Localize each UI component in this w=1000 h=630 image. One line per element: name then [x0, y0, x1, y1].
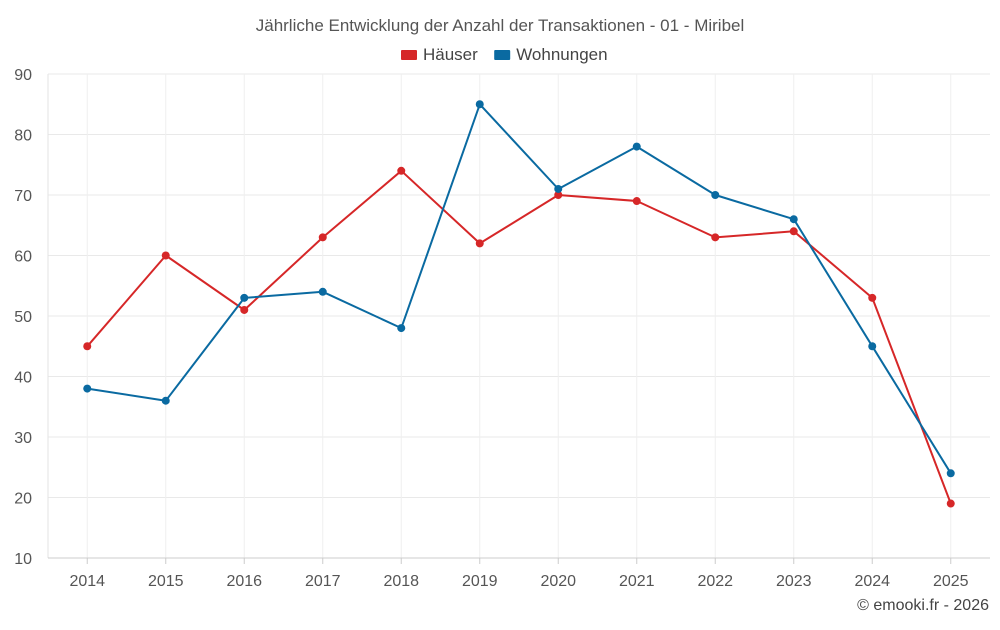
x-tick-label: 2023	[776, 573, 812, 590]
chart-credit: © emooki.fr - 2026	[857, 597, 989, 614]
y-tick-label: 30	[14, 430, 32, 447]
data-point[interactable]	[318, 287, 327, 296]
data-point[interactable]	[946, 469, 955, 478]
x-tick-label: 2018	[383, 573, 419, 590]
data-point[interactable]	[711, 191, 720, 199]
data-point[interactable]	[240, 293, 249, 302]
data-point[interactable]	[946, 499, 955, 508]
series-layer	[83, 100, 955, 508]
y-tick-label: 80	[14, 128, 32, 145]
x-tick-label: 2017	[305, 573, 341, 590]
legend-label: Wohnungen	[516, 45, 607, 64]
x-tick-label: 2025	[933, 573, 969, 590]
data-point[interactable]	[397, 166, 406, 175]
data-point[interactable]	[711, 233, 720, 242]
legend-swatch	[401, 50, 417, 60]
legend: Häuser Wohnungen	[401, 45, 608, 64]
series-line-1	[87, 103, 952, 474]
data-point[interactable]	[161, 251, 170, 260]
y-tick-label: 60	[14, 249, 32, 266]
y-tick-label: 20	[14, 491, 32, 508]
data-point[interactable]	[632, 197, 641, 206]
y-tick-label: 10	[14, 551, 32, 568]
x-tick-label: 2019	[462, 573, 498, 590]
legend-item-0[interactable]: Häuser	[401, 45, 478, 64]
grid-lines	[48, 73, 990, 558]
data-point[interactable]	[789, 227, 798, 236]
data-point[interactable]	[83, 384, 92, 393]
x-tick-label: 2020	[540, 573, 576, 590]
data-point[interactable]	[475, 239, 484, 248]
data-point[interactable]	[83, 342, 92, 351]
legend-swatch	[494, 50, 511, 60]
x-tick-label: 2014	[69, 573, 105, 590]
data-point[interactable]	[397, 324, 406, 333]
data-point[interactable]	[554, 184, 563, 193]
data-point[interactable]	[868, 293, 877, 302]
x-tick-label: 2021	[619, 573, 655, 590]
x-tick-label: 2015	[148, 573, 184, 590]
x-tick-label: 2022	[697, 573, 733, 590]
data-point[interactable]	[161, 396, 170, 405]
y-tick-label: 50	[14, 309, 32, 326]
data-point[interactable]	[868, 342, 877, 351]
axes: 10 20 30 40 50 60 70 80 90 2014 2015 2016 2017 2018 20…	[14, 67, 990, 590]
legend-label: Häuser	[423, 45, 478, 64]
series-line-0	[86, 169, 952, 504]
data-point[interactable]	[240, 305, 249, 314]
data-point[interactable]	[318, 233, 327, 242]
data-point[interactable]	[475, 100, 484, 109]
chart-title: Jährliche Entwicklung der Anzahl der Tra…	[256, 16, 745, 35]
data-point[interactable]	[632, 142, 641, 151]
y-tick-label: 70	[14, 188, 32, 205]
x-tick-label: 2016	[226, 573, 262, 590]
y-tick-label: 40	[14, 370, 32, 387]
data-point[interactable]	[789, 215, 798, 224]
legend-item-1[interactable]: Wohnungen	[494, 45, 608, 64]
x-tick-label: 2024	[854, 573, 890, 590]
y-tick-label: 90	[14, 67, 32, 84]
data-point[interactable]	[554, 191, 563, 199]
